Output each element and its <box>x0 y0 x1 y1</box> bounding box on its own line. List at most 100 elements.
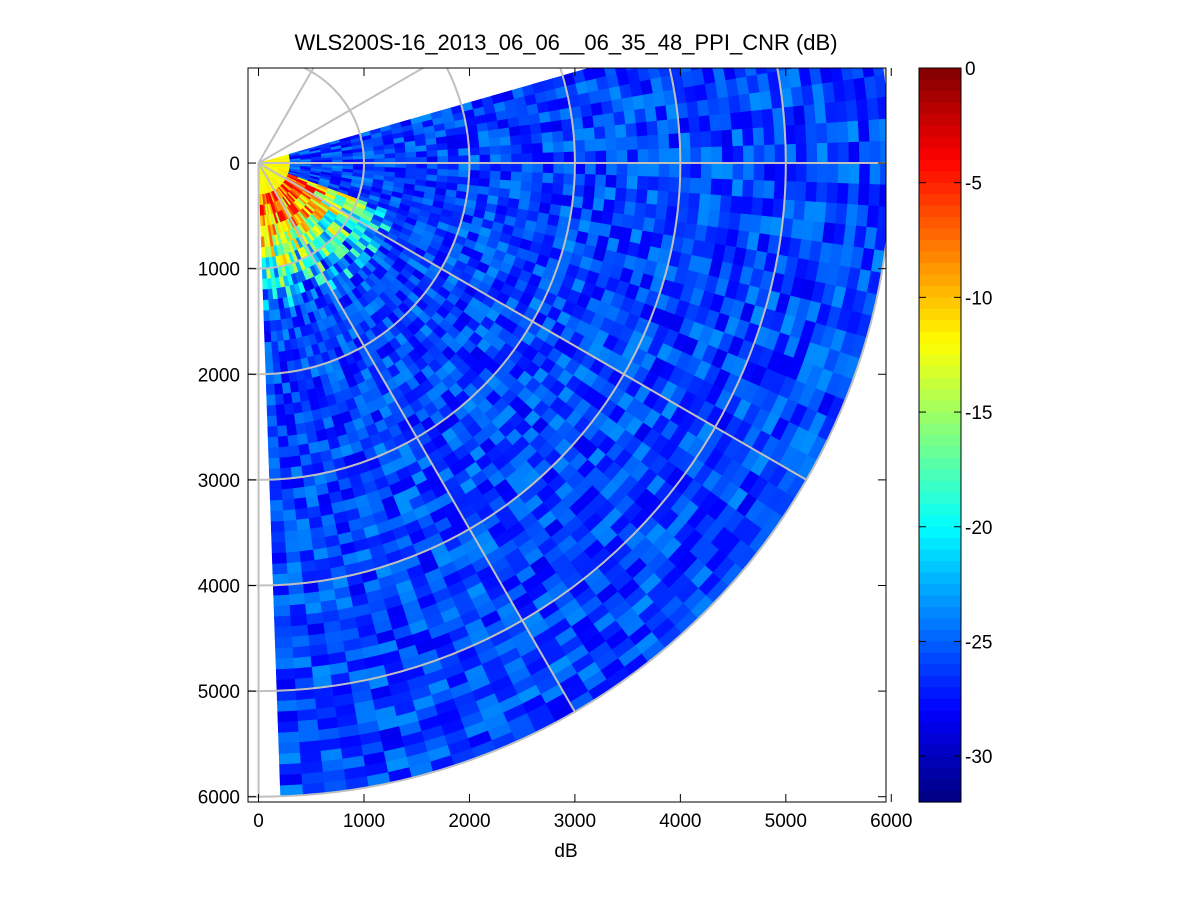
colorbar-swatch <box>919 366 961 379</box>
sector-cell <box>584 162 597 176</box>
sector-cell <box>689 177 702 195</box>
sector-cell <box>573 173 586 187</box>
sector-cell <box>698 115 712 133</box>
sector-cell <box>531 142 544 154</box>
colorbar-tick-label: -25 <box>965 632 992 653</box>
sector-cell <box>458 155 470 164</box>
sector-cell <box>272 362 281 375</box>
sector-cell <box>542 142 554 154</box>
sector-cell <box>657 133 670 150</box>
colorbar-swatch <box>919 331 961 344</box>
sector-cell <box>297 719 319 733</box>
sector-cell <box>291 635 310 649</box>
sector-cell <box>542 152 555 164</box>
sector-cell <box>816 162 829 184</box>
x-tick-label: 1000 <box>343 811 385 832</box>
sector-cell <box>668 133 681 149</box>
sector-cell <box>615 136 628 151</box>
sector-cell <box>478 178 491 188</box>
sector-cell <box>668 177 681 193</box>
sector-cell <box>289 603 307 617</box>
sector-cell <box>648 162 660 178</box>
sector-cell <box>721 129 734 148</box>
sector-cell <box>265 373 275 386</box>
sector-cell <box>500 171 512 182</box>
sector-cell <box>283 519 298 533</box>
sector-cell <box>614 124 628 139</box>
sector-cell <box>521 143 533 155</box>
sector-cell <box>594 138 607 152</box>
sector-cell <box>689 131 702 149</box>
sector-cell <box>857 33 871 56</box>
sector-cell <box>294 422 307 436</box>
sector-cell <box>732 162 744 181</box>
sector-cell <box>295 698 317 712</box>
sector-cell <box>700 162 713 180</box>
sector-cell <box>290 624 309 638</box>
sector-cell <box>488 137 501 148</box>
sector-cell <box>655 105 668 122</box>
sector-cell <box>468 170 481 179</box>
sector-cell <box>300 560 317 574</box>
sector-cell <box>500 145 512 155</box>
sector-cell <box>261 257 267 269</box>
colorbar-swatch <box>919 515 961 528</box>
sector-cell <box>521 162 534 173</box>
sector-cell <box>490 162 502 172</box>
sector-cell <box>574 151 586 164</box>
sector-cell <box>490 154 502 164</box>
sector-cell <box>447 169 460 178</box>
sector-cell <box>852 12 867 35</box>
colorbar-swatch <box>919 584 961 597</box>
sector-cell <box>731 179 744 198</box>
sector-cell <box>540 121 553 134</box>
sector-cell <box>751 197 764 217</box>
sector-cell <box>815 182 828 204</box>
sector-cell <box>269 489 283 502</box>
sector-cell <box>742 179 755 198</box>
sector-cell <box>267 436 279 449</box>
sector-cell <box>869 140 882 164</box>
colorbar-swatch <box>919 90 961 104</box>
sector-cell <box>753 162 766 182</box>
sector-cell <box>826 122 839 144</box>
sector-cell <box>583 127 596 141</box>
sector-cell <box>613 200 626 215</box>
sector-cell <box>509 180 522 191</box>
sector-cell <box>868 119 881 142</box>
sector-cell <box>436 142 449 151</box>
sector-cell <box>721 146 734 164</box>
colorbar-swatch <box>919 308 961 321</box>
sector-cell <box>710 130 723 148</box>
sector-cell <box>835 203 848 226</box>
sector-cell <box>271 351 280 364</box>
sector-cell <box>259 204 263 217</box>
sector-cell <box>878 118 886 142</box>
colorbar-tick-label: -15 <box>965 403 992 424</box>
sector-cell <box>764 162 776 182</box>
sector-cell <box>658 162 671 178</box>
sector-cell <box>447 162 460 171</box>
sector-cell <box>719 195 733 214</box>
sector-cell <box>266 394 276 407</box>
sector-cell <box>806 3 821 25</box>
sector-cell <box>479 162 491 172</box>
sector-cell <box>530 181 543 194</box>
sector-cell <box>824 202 838 225</box>
sector-cell <box>573 139 586 153</box>
sector-cell <box>274 636 293 649</box>
sector-cell <box>275 657 295 670</box>
sector-cell <box>606 162 618 176</box>
sector-cell <box>271 542 287 554</box>
x-axis-label: dB <box>554 841 577 862</box>
sector-cell <box>272 372 283 385</box>
sector-cell <box>270 499 284 512</box>
sector-cell <box>584 139 597 152</box>
sector-cell <box>679 147 692 164</box>
sector-cell <box>426 168 439 176</box>
sector-cell <box>551 130 564 143</box>
sector-cell <box>761 108 775 129</box>
colorbar-swatch <box>919 171 961 184</box>
sector-cell <box>635 121 649 137</box>
colorbar-swatch <box>919 756 961 769</box>
